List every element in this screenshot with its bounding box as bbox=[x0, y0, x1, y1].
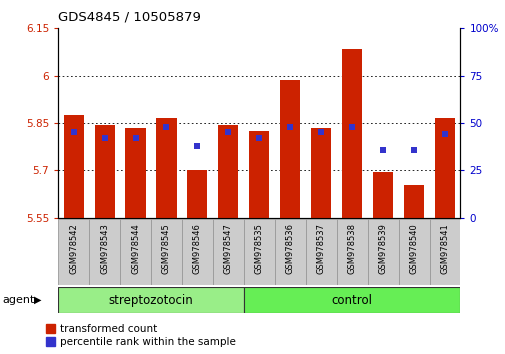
Bar bbox=[156, 118, 176, 218]
Text: agent: agent bbox=[3, 295, 35, 305]
Bar bbox=[243, 287, 460, 313]
Text: GSM978538: GSM978538 bbox=[347, 223, 356, 274]
Bar bbox=[336, 219, 367, 285]
Text: GSM978540: GSM978540 bbox=[409, 223, 418, 274]
Bar bbox=[398, 219, 429, 285]
Bar bbox=[58, 219, 89, 285]
Bar bbox=[341, 49, 362, 218]
Bar bbox=[274, 219, 305, 285]
Bar bbox=[94, 125, 115, 218]
Text: GSM978536: GSM978536 bbox=[285, 223, 294, 274]
Bar bbox=[58, 287, 243, 313]
Text: GSM978543: GSM978543 bbox=[100, 223, 109, 274]
Text: GSM978545: GSM978545 bbox=[162, 223, 171, 274]
Bar bbox=[429, 219, 460, 285]
Bar bbox=[187, 170, 207, 218]
Text: GDS4845 / 10505879: GDS4845 / 10505879 bbox=[58, 10, 200, 23]
Text: ▶: ▶ bbox=[34, 295, 42, 305]
Bar bbox=[125, 128, 145, 218]
Text: control: control bbox=[331, 293, 372, 307]
Bar bbox=[218, 125, 238, 218]
Bar bbox=[120, 219, 150, 285]
Text: GSM978541: GSM978541 bbox=[440, 223, 448, 274]
Bar bbox=[249, 131, 269, 218]
Bar bbox=[367, 219, 398, 285]
Text: GSM978537: GSM978537 bbox=[316, 223, 325, 274]
Bar bbox=[305, 219, 336, 285]
Bar bbox=[311, 128, 331, 218]
Bar bbox=[213, 219, 243, 285]
Bar bbox=[89, 219, 120, 285]
Text: GSM978547: GSM978547 bbox=[223, 223, 232, 274]
Bar bbox=[182, 219, 213, 285]
Text: streptozotocin: streptozotocin bbox=[109, 293, 193, 307]
Text: GSM978539: GSM978539 bbox=[378, 223, 387, 274]
Text: GSM978546: GSM978546 bbox=[192, 223, 201, 274]
Bar bbox=[243, 219, 274, 285]
Text: GSM978544: GSM978544 bbox=[131, 223, 140, 274]
Bar bbox=[434, 118, 454, 218]
Bar bbox=[280, 80, 300, 218]
Bar bbox=[64, 115, 83, 218]
Legend: transformed count, percentile rank within the sample: transformed count, percentile rank withi… bbox=[45, 324, 236, 347]
Text: GSM978542: GSM978542 bbox=[69, 223, 78, 274]
Bar bbox=[150, 219, 182, 285]
Bar bbox=[372, 172, 392, 218]
Bar bbox=[403, 184, 423, 218]
Text: GSM978535: GSM978535 bbox=[255, 223, 263, 274]
